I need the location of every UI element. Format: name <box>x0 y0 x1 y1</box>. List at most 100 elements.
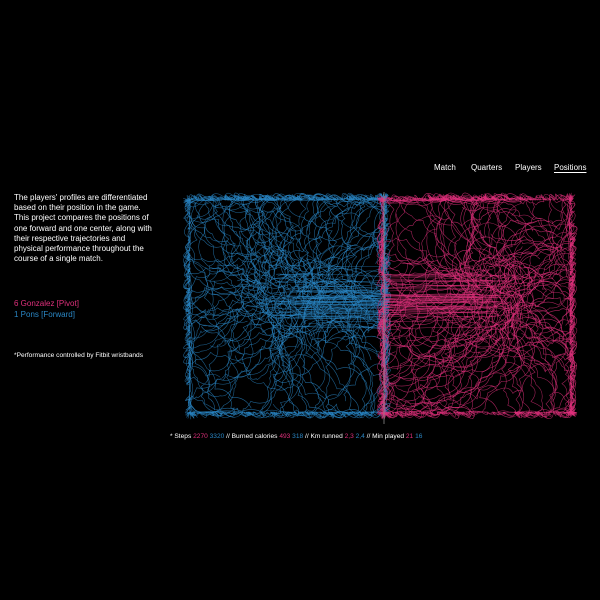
trajectory-line <box>480 230 577 358</box>
trajectory-line <box>377 253 455 340</box>
trajectory-line <box>185 252 325 334</box>
trajectory-line <box>258 194 317 288</box>
trajectory-line <box>377 306 485 382</box>
trajectory-line <box>201 324 285 380</box>
trajectory-line <box>190 307 252 409</box>
trajectory-line <box>469 199 487 343</box>
trajectory-line <box>376 308 520 408</box>
trajectory-line <box>421 198 534 296</box>
trajectory-line <box>498 219 575 347</box>
trajectory-line <box>383 285 479 290</box>
trajectory-line <box>241 199 350 334</box>
trajectory-line <box>309 280 385 284</box>
trajectory-line <box>265 311 385 314</box>
trajectory-line <box>184 194 326 301</box>
trajectory-line <box>263 259 369 334</box>
trajectory-line <box>460 193 572 330</box>
stats-separator: // <box>364 433 373 440</box>
trajectory-line <box>399 196 553 280</box>
trajectory-line <box>380 316 525 415</box>
trajectory-line <box>279 323 362 415</box>
steps-pink-value: 2270 <box>193 433 208 440</box>
trajectory-line <box>284 272 362 402</box>
trajectory-line <box>507 195 574 261</box>
trajectory-line <box>183 195 276 323</box>
trajectory-line <box>272 325 385 329</box>
trajectory-line <box>276 313 385 317</box>
trajectory-line <box>381 273 529 373</box>
trajectory-line <box>185 241 320 299</box>
trajectory-line <box>280 284 307 417</box>
trajectory-line <box>383 312 493 316</box>
top-navigation: Match Quarters Players Positions <box>0 163 600 177</box>
trajectory-line <box>377 288 509 416</box>
trajectory-line <box>184 251 268 312</box>
nav-quarters[interactable]: Quarters <box>471 163 503 172</box>
calories-label: Burned calories <box>231 433 278 440</box>
trajectory-line <box>383 296 522 300</box>
trajectory-line <box>383 315 496 318</box>
trajectory-line <box>245 304 306 419</box>
trajectory-line <box>437 192 498 292</box>
trajectory-line <box>191 194 304 263</box>
trajectory-line <box>383 279 494 281</box>
stats-prefix: * <box>170 433 175 440</box>
trajectory-line <box>283 299 385 302</box>
footnote: *Performance controlled by Fitbit wristb… <box>14 352 143 359</box>
trajectory-line <box>481 193 571 297</box>
calories-blue-value: 318 <box>292 433 304 440</box>
trajectory-line <box>378 329 501 363</box>
trajectory-line <box>283 192 351 282</box>
trajectory-line <box>383 284 516 287</box>
trajectory-line <box>249 193 388 282</box>
nav-positions[interactable]: Positions <box>554 163 587 172</box>
trajectory-line <box>260 297 385 300</box>
trajectory-line <box>269 333 340 419</box>
trajectory-line <box>382 194 493 266</box>
trajectory-line <box>297 303 385 306</box>
trajectory-line <box>378 197 493 294</box>
trajectory-line <box>189 206 310 314</box>
trajectory-line <box>185 312 287 417</box>
trajectory-line <box>241 333 326 418</box>
trajectory-line <box>308 321 385 325</box>
stats-separator: // <box>303 433 311 440</box>
trajectory-line <box>210 231 288 348</box>
trajectory-line <box>454 222 574 283</box>
trajectory-line <box>427 193 495 285</box>
trajectory-line <box>280 294 385 297</box>
player-forward-label: 1 Pons [Forward] <box>14 310 75 319</box>
pivot-trajectories <box>376 192 578 420</box>
trajectory-line <box>318 265 385 268</box>
trajectory-line <box>498 322 578 416</box>
trajectory-line <box>405 291 529 419</box>
trajectory-line <box>383 280 512 282</box>
nav-players[interactable]: Players <box>515 163 542 172</box>
trajectory-line <box>243 199 312 363</box>
forward-trajectories <box>182 192 392 420</box>
trajectory-line <box>480 196 576 271</box>
trajectory-line <box>295 307 385 310</box>
trajectory-line <box>276 280 385 283</box>
min-pink-value: 21 <box>405 433 414 440</box>
trajectory-line <box>314 290 385 295</box>
trajectory-line <box>293 325 385 329</box>
trajectory-line <box>383 295 497 299</box>
trajectory-line <box>237 193 269 276</box>
trajectory-line <box>246 194 379 299</box>
trajectory-line <box>491 261 576 419</box>
trajectory-line <box>502 210 575 313</box>
trajectory-line <box>383 293 482 298</box>
trajectory-line <box>247 195 309 295</box>
trajectory-line <box>308 197 391 335</box>
trajectory-line <box>476 335 576 418</box>
trajectory-line <box>288 291 351 416</box>
trajectory-line <box>296 193 388 288</box>
trajectory-line <box>275 309 385 313</box>
nav-match[interactable]: Match <box>434 163 456 172</box>
trajectory-line <box>468 257 576 331</box>
trajectory-line <box>185 199 296 273</box>
trajectory-line <box>383 299 481 302</box>
trajectory-line <box>509 243 573 346</box>
